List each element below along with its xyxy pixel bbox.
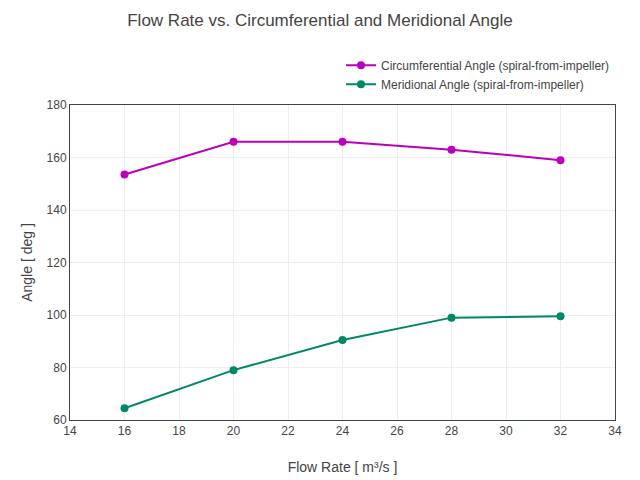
svg-text:160: 160 (47, 151, 67, 165)
svg-text:60: 60 (53, 413, 67, 427)
svg-text:22: 22 (281, 424, 295, 438)
svg-text:18: 18 (172, 424, 186, 438)
svg-text:Flow Rate vs. Circumferential: Flow Rate vs. Circumferential and Meridi… (127, 11, 513, 30)
svg-text:80: 80 (53, 361, 67, 375)
svg-text:32: 32 (554, 424, 568, 438)
svg-text:20: 20 (227, 424, 241, 438)
svg-text:Angle [ deg ]: Angle [ deg ] (19, 223, 35, 302)
svg-text:Meridional Angle (spiral-from-: Meridional Angle (spiral-from-impeller) (381, 78, 584, 92)
svg-text:120: 120 (47, 256, 67, 270)
svg-text:140: 140 (47, 203, 67, 217)
svg-text:16: 16 (118, 424, 132, 438)
svg-text:28: 28 (445, 424, 459, 438)
svg-text:24: 24 (336, 424, 350, 438)
svg-text:Flow Rate [ m³/s ]: Flow Rate [ m³/s ] (288, 459, 398, 475)
svg-text:26: 26 (390, 424, 404, 438)
svg-text:Circumferential Angle (spiral-: Circumferential Angle (spiral-from-impel… (381, 59, 609, 73)
svg-text:14: 14 (63, 424, 77, 438)
svg-text:100: 100 (47, 308, 67, 322)
svg-text:30: 30 (499, 424, 513, 438)
svg-text:180: 180 (47, 98, 67, 112)
svg-text:34: 34 (608, 424, 622, 438)
